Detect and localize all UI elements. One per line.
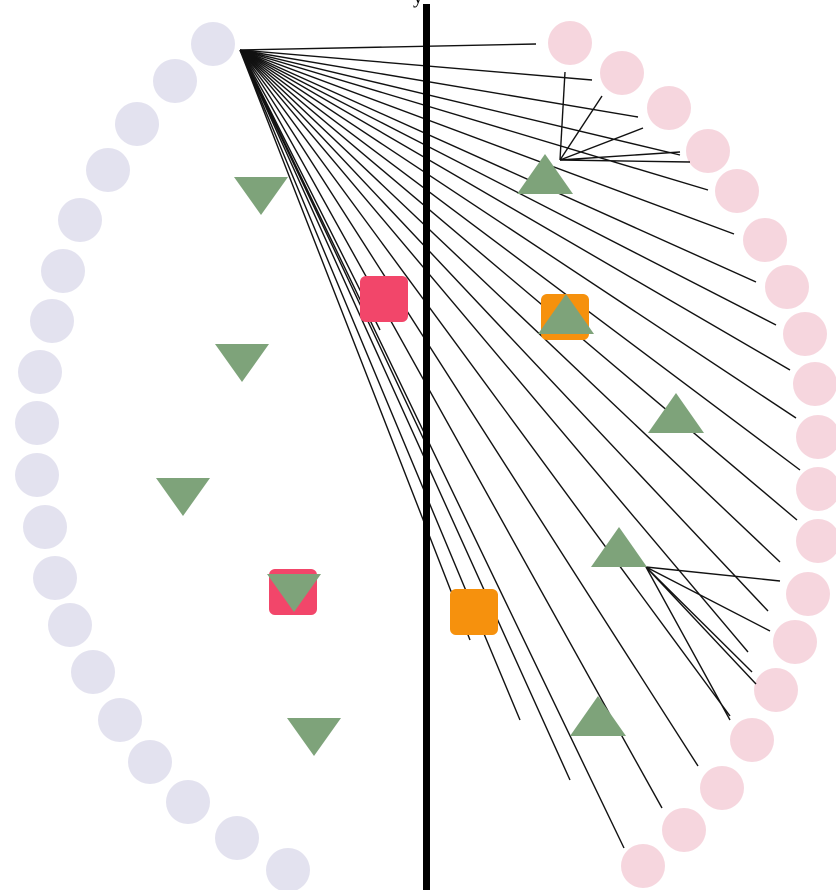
connection-line bbox=[239, 49, 681, 156]
connection-line bbox=[239, 49, 791, 371]
connection-line bbox=[239, 49, 381, 331]
connection-line bbox=[645, 566, 731, 721]
connection-line bbox=[559, 95, 603, 161]
left-ring-dot[interactable] bbox=[30, 299, 74, 343]
right-ring-dot[interactable] bbox=[765, 265, 809, 309]
right-ring-dot[interactable] bbox=[796, 467, 836, 511]
connection-line bbox=[239, 49, 571, 781]
connection-line bbox=[239, 49, 797, 419]
connection-line bbox=[239, 49, 699, 767]
connection-line bbox=[239, 49, 471, 641]
connection-line bbox=[239, 49, 593, 81]
left-ring-dot[interactable] bbox=[48, 603, 92, 647]
connection-line bbox=[239, 49, 731, 717]
red-square-piece[interactable] bbox=[360, 276, 408, 322]
connection-line bbox=[239, 43, 537, 51]
right-ring-dot[interactable] bbox=[700, 766, 744, 810]
connection-line bbox=[239, 49, 709, 191]
center-divider bbox=[423, 4, 430, 890]
right-ring-dot[interactable] bbox=[662, 808, 706, 852]
connection-line bbox=[239, 49, 639, 118]
right-ring-dot[interactable] bbox=[600, 51, 644, 95]
right-ring-dot[interactable] bbox=[621, 844, 665, 888]
connection-line bbox=[239, 49, 801, 471]
connection-line bbox=[559, 151, 681, 161]
right-ring-dot[interactable] bbox=[686, 129, 730, 173]
left-ring-dot[interactable] bbox=[215, 816, 259, 860]
right-ring-dot[interactable] bbox=[647, 86, 691, 130]
right-ring-dot[interactable] bbox=[743, 218, 787, 262]
left-ring-dot[interactable] bbox=[15, 453, 59, 497]
connection-line bbox=[239, 49, 735, 235]
green-down-triangle-piece[interactable] bbox=[287, 718, 341, 756]
green-up-triangle-piece[interactable] bbox=[517, 154, 573, 194]
left-ring-dot[interactable] bbox=[23, 505, 67, 549]
left-ring-dot[interactable] bbox=[86, 148, 130, 192]
connection-line bbox=[559, 159, 691, 163]
right-ring-dot[interactable] bbox=[548, 21, 592, 65]
green-down-triangle-piece[interactable] bbox=[215, 344, 269, 382]
green-down-triangle-piece[interactable] bbox=[156, 478, 210, 516]
left-ring-dot[interactable] bbox=[18, 350, 62, 394]
left-ring-dot[interactable] bbox=[115, 102, 159, 146]
connection-line bbox=[239, 49, 777, 326]
left-ring-dot[interactable] bbox=[191, 22, 235, 66]
left-ring-dot[interactable] bbox=[58, 198, 102, 242]
green-up-triangle-piece[interactable] bbox=[538, 294, 594, 334]
green-up-triangle-piece[interactable] bbox=[591, 527, 647, 567]
connection-line bbox=[239, 49, 625, 849]
connection-line bbox=[645, 566, 753, 673]
right-ring-dot[interactable] bbox=[773, 620, 817, 664]
right-ring-dot[interactable] bbox=[793, 362, 836, 406]
right-ring-dot[interactable] bbox=[715, 169, 759, 213]
green-up-triangle-piece[interactable] bbox=[570, 696, 626, 736]
connection-line bbox=[645, 566, 771, 632]
connection-line bbox=[559, 71, 566, 161]
right-ring-dot[interactable] bbox=[796, 415, 836, 459]
right-ring-dot[interactable] bbox=[783, 312, 827, 356]
connection-line bbox=[645, 566, 781, 582]
left-ring-dot[interactable] bbox=[266, 848, 310, 892]
right-ring-dot[interactable] bbox=[786, 572, 830, 616]
left-ring-dot[interactable] bbox=[33, 556, 77, 600]
connection-line bbox=[239, 49, 425, 441]
left-ring-dot[interactable] bbox=[128, 740, 172, 784]
green-down-triangle-piece[interactable] bbox=[267, 574, 321, 612]
orange-square-piece[interactable] bbox=[450, 589, 498, 635]
connection-line bbox=[239, 49, 757, 283]
left-ring-dot[interactable] bbox=[166, 780, 210, 824]
right-ring-dot[interactable] bbox=[730, 718, 774, 762]
connection-line bbox=[239, 49, 749, 653]
connection-line bbox=[239, 49, 769, 612]
connection-line bbox=[239, 49, 781, 563]
right-ring-dot[interactable] bbox=[796, 519, 836, 563]
top-label: y bbox=[0, 0, 836, 9]
left-ring-dot[interactable] bbox=[153, 59, 197, 103]
connection-line bbox=[239, 49, 798, 521]
green-up-triangle-piece[interactable] bbox=[648, 393, 704, 433]
connection-line bbox=[559, 127, 644, 161]
left-ring-dot[interactable] bbox=[71, 650, 115, 694]
connection-line bbox=[239, 49, 663, 809]
connection-line bbox=[645, 566, 757, 685]
green-down-triangle-piece[interactable] bbox=[234, 177, 288, 215]
right-ring-dot[interactable] bbox=[754, 668, 798, 712]
left-ring-dot[interactable] bbox=[98, 698, 142, 742]
left-ring-dot[interactable] bbox=[41, 249, 85, 293]
left-ring-dot[interactable] bbox=[15, 401, 59, 445]
